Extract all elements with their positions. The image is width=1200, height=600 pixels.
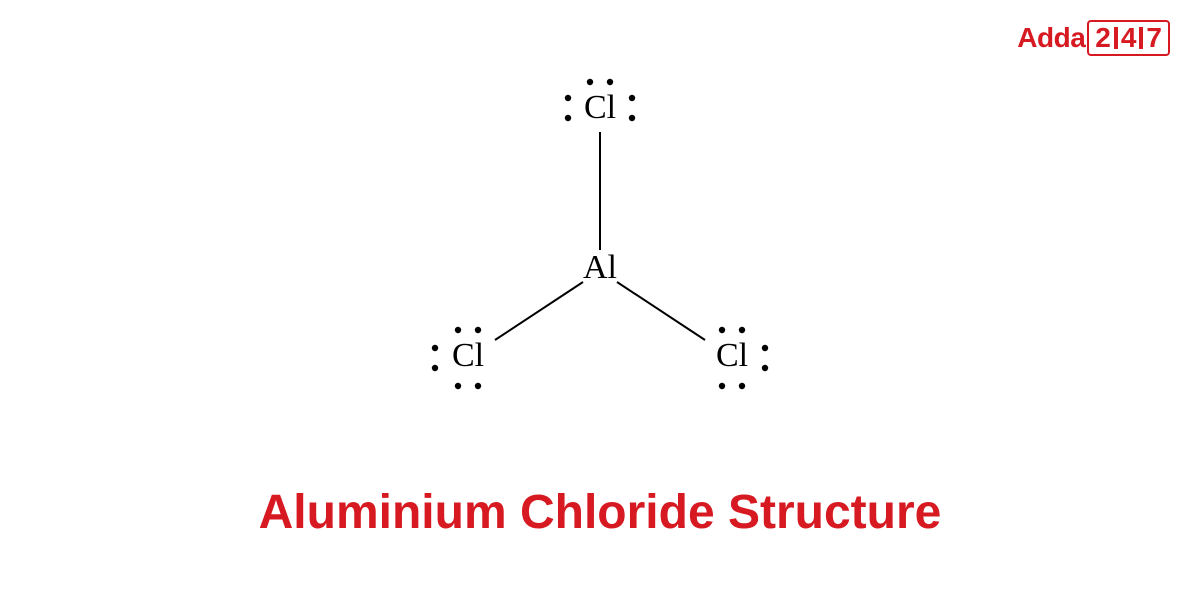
logo-num-2: 2 [1093, 22, 1113, 54]
brand-logo: Adda 2 4 7 [1017, 20, 1170, 56]
logo-text: Adda [1017, 22, 1085, 54]
logo-num-7: 7 [1144, 22, 1164, 54]
logo-divider [1114, 27, 1118, 49]
logo-divider [1139, 27, 1143, 49]
svg-text:Al: Al [583, 249, 617, 286]
logo-num-4: 4 [1119, 22, 1139, 54]
svg-text:Cl: Cl [716, 337, 748, 374]
lewis-structure-svg: Al Cl Cl Cl [420, 40, 780, 420]
svg-text:Cl: Cl [452, 337, 484, 374]
logo-247-box: 2 4 7 [1087, 20, 1170, 56]
svg-text:Cl: Cl [584, 89, 616, 126]
diagram-title: Aluminium Chloride Structure [259, 485, 942, 540]
molecule-diagram: Al Cl Cl Cl [420, 40, 780, 425]
